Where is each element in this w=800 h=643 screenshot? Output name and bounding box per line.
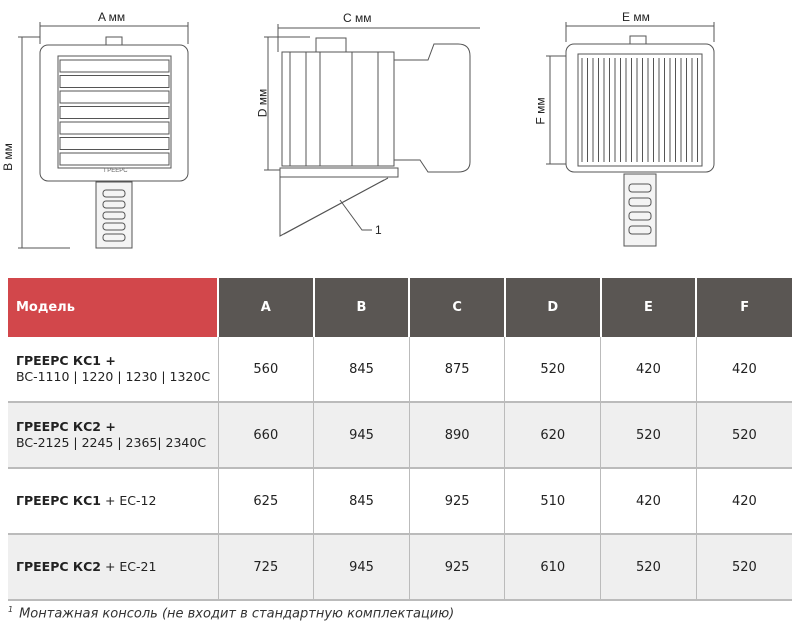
bracket-slot	[102, 189, 126, 198]
bracket-slot	[628, 225, 652, 235]
dimension-cell: 945	[313, 402, 410, 469]
dimension-b-label: B мм	[0, 143, 15, 171]
footnote-mark: 1	[8, 605, 14, 614]
side-view-drawing	[264, 24, 480, 237]
dimension-cell: 620	[504, 402, 601, 469]
model-name: ГРЕЕРС КС1 +	[16, 353, 116, 368]
dimension-c-label: C мм	[343, 11, 372, 25]
dimension-cell: 420	[600, 468, 697, 535]
louver-slat	[59, 106, 170, 119]
dimension-cell: 510	[504, 468, 601, 535]
dimension-cell: 520	[600, 402, 697, 469]
table-row: ГРЕЕРС КС1 + EC-12 625 845 925 510 420 420	[8, 468, 792, 535]
front-view-drawing	[18, 22, 189, 249]
dimension-cell: 875	[408, 337, 505, 403]
header-d: D	[503, 278, 601, 337]
header-a: A	[217, 278, 314, 337]
louver-slat	[59, 59, 170, 73]
dimension-cell: 520	[504, 337, 601, 403]
model-cell: ГРЕЕРС КС1 + EC-12	[8, 468, 218, 535]
dimension-e-label: E мм	[622, 10, 650, 24]
dimension-cell: 420	[695, 337, 792, 403]
bracket-slot	[102, 211, 126, 220]
dimension-cell: 925	[408, 534, 505, 601]
brand-logo: ГРЕЕРС	[104, 168, 128, 174]
model-cell: ГРЕЕРС КС2 + EC-21	[8, 534, 218, 601]
dimension-cell: 660	[217, 402, 314, 469]
table-header-row: Модель A B C D E F	[8, 278, 792, 337]
louver-slat	[59, 137, 170, 150]
header-e: E	[599, 278, 697, 337]
bracket-slot	[102, 222, 126, 231]
table-row: ГРЕЕРС КС2 + BC-2125 | 2245 | 2365| 2340C…	[8, 402, 792, 469]
dimension-cell: 890	[408, 402, 505, 469]
dimension-f-label: F мм	[533, 97, 548, 125]
dimension-cell: 845	[313, 337, 410, 403]
header-b: B	[312, 278, 410, 337]
dimension-cell: 945	[313, 534, 410, 601]
model-cell: ГРЕЕРС КС2 + BC-2125 | 2245 | 2365| 2340C	[8, 402, 218, 469]
louver-slat	[59, 90, 170, 104]
table-row: ГРЕЕРС КС2 + EC-21 725 945 925 610 520 520	[8, 534, 792, 601]
louver-slat	[59, 152, 170, 166]
model-cell: ГРЕЕРС КС1 + BC-1110 | 1220 | 1230 | 1320…	[8, 337, 218, 403]
model-name: ГРЕЕРС КС2 +	[16, 419, 116, 434]
bracket-slot	[628, 197, 652, 207]
louver-slat	[59, 121, 170, 135]
header-c: C	[408, 278, 505, 337]
bracket-slot	[628, 211, 652, 221]
louver-slat	[59, 75, 170, 88]
dimension-a-label: A мм	[98, 10, 126, 24]
model-variant: + EC-21	[100, 559, 157, 574]
header-model: Модель	[8, 278, 218, 337]
table-row: ГРЕЕРС КС1 + BC-1110 | 1220 | 1230 | 1320…	[8, 337, 792, 403]
unit-drawings	[18, 22, 715, 249]
dimension-cell: 520	[695, 534, 792, 601]
back-view-drawing	[546, 22, 715, 247]
footnote-text: Монтажная консоль (не входит в стандартн…	[19, 606, 455, 622]
dimension-cell: 560	[217, 337, 314, 403]
model-variant: BC-2125 | 2245 | 2365| 2340C	[16, 435, 207, 450]
dimension-cell: 625	[217, 468, 314, 535]
dimension-d-label: D мм	[255, 88, 270, 118]
model-name: ГРЕЕРС КС2	[16, 559, 101, 574]
dimension-cell: 845	[313, 468, 410, 535]
model-variant: + EC-12	[100, 493, 157, 508]
callout-number: 1	[375, 223, 382, 237]
model-variant: BC-1110 | 1220 | 1230 | 1320C	[16, 369, 211, 384]
bracket-slot	[628, 183, 652, 193]
bracket-slot	[102, 233, 126, 242]
dimension-cell: 925	[408, 468, 505, 535]
footnote: 1 Монтажная консоль (не входит в стандарт…	[8, 605, 454, 621]
dimension-cell: 420	[695, 468, 792, 535]
dimension-cell: 520	[695, 402, 792, 469]
bracket-slot	[102, 200, 126, 209]
dimension-cell: 520	[600, 534, 697, 601]
header-f: F	[695, 278, 792, 337]
dimensions-table: Модель A B C D E F ГРЕЕРС КС1 + BC-1110 |…	[8, 278, 792, 601]
dimension-cell: 420	[600, 337, 697, 403]
model-name: ГРЕЕРС КС1	[16, 493, 101, 508]
dimension-cell: 610	[504, 534, 601, 601]
dimension-cell: 725	[217, 534, 314, 601]
